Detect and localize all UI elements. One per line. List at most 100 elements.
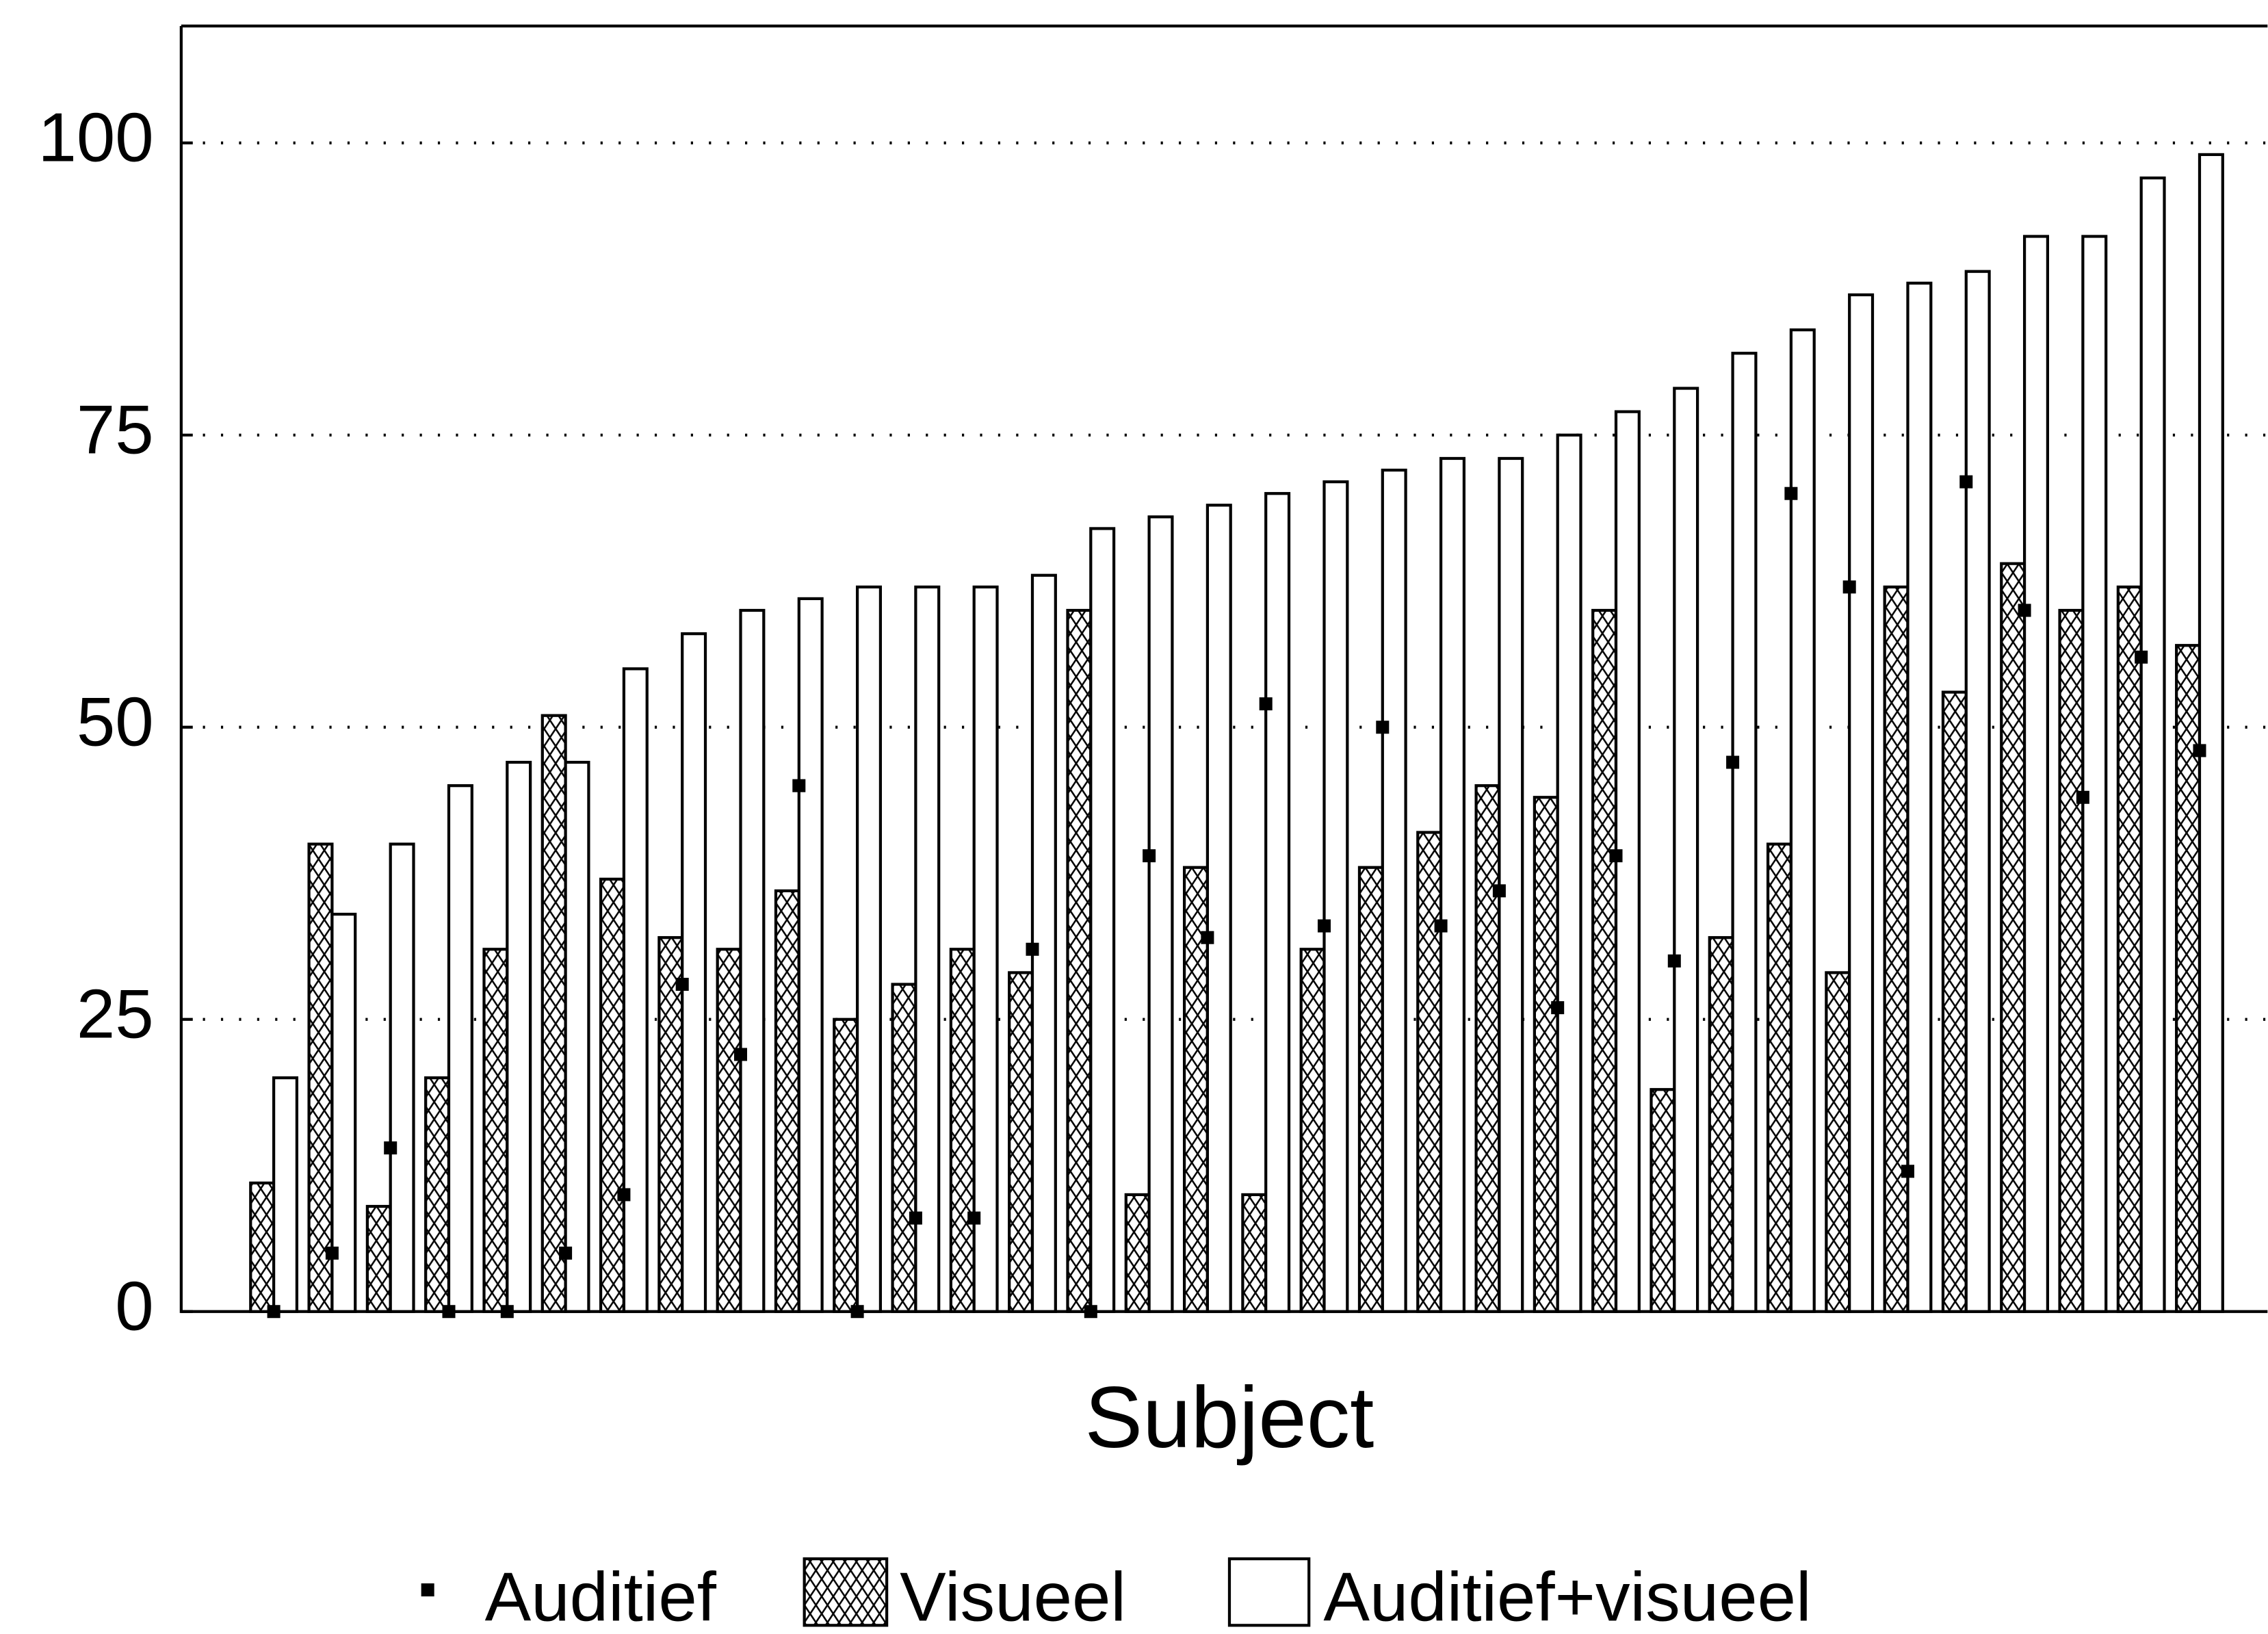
legend-marker [421,1583,434,1597]
bar [1766,842,1793,1313]
bar [1357,866,1384,1313]
y-tick-label: 0 [115,1268,153,1345]
bar [1673,387,1699,1313]
dot [967,1211,981,1225]
bar [482,948,509,1313]
bar [1264,492,1291,1313]
bar [249,1181,276,1313]
bar [2116,585,2143,1313]
bar [1147,515,1174,1313]
y-tick-label: 100 [38,99,153,177]
dot [384,1141,397,1155]
bar [1416,831,1443,1313]
y-tick-label: 75 [77,391,154,469]
x-axis-label: Subject [1085,1369,1374,1466]
dot [1959,475,1973,489]
bar [1883,585,1909,1313]
bar [622,667,649,1313]
bar [774,889,800,1313]
bar [2022,235,2050,1313]
dot [1026,942,1039,956]
bar [681,632,707,1313]
dot [1842,580,1856,594]
bar [739,608,766,1313]
dot [1901,1165,1914,1178]
bar [1591,608,1618,1313]
dot [850,1305,864,1319]
bar [1789,328,1816,1313]
dot [675,978,689,991]
dot [2018,604,2031,617]
bar [1008,971,1034,1313]
bar [2198,153,2224,1313]
bar [1708,936,1734,1313]
dot [1609,849,1623,863]
dot [1317,919,1331,933]
bar [1322,480,1349,1313]
dot [1084,1305,1097,1319]
dot [1376,721,1390,734]
bar [1205,504,1232,1313]
bar [914,585,941,1313]
dot [1667,954,1681,968]
dot [2135,650,2148,664]
bar [307,842,334,1313]
dot [267,1305,281,1319]
bar [797,597,824,1313]
legend: Auditief Visueel Auditief+visueel [421,1557,1812,1634]
bar [506,760,532,1313]
bar [447,784,473,1313]
dot [792,779,806,792]
dot [617,1188,631,1202]
bar [1124,1193,1151,1313]
bar [2081,235,2108,1313]
dot [733,1048,748,1061]
bar [564,760,590,1313]
y-tick-label: 50 [77,684,154,761]
legend-label: Auditief+visueel [1323,1558,1811,1634]
bar [1089,527,1116,1313]
bar [2139,176,2166,1313]
dot [500,1305,514,1319]
dot [1551,1001,1565,1015]
dot [2193,744,2206,757]
bar [330,912,357,1313]
bar [389,842,415,1313]
bar [599,877,626,1313]
bar [1381,468,1407,1313]
bar [716,948,742,1313]
bar [1556,433,1582,1313]
y-tick-label: 25 [77,976,154,1053]
bar [365,1204,392,1313]
bar [272,1076,299,1313]
dot [1259,697,1273,711]
legend-marker [1227,1557,1311,1627]
bar [833,1017,859,1313]
bar [1731,352,1758,1313]
dot [559,1246,573,1260]
bar [540,714,567,1313]
dot [442,1305,456,1319]
legend-marker [803,1557,889,1627]
dot [1434,919,1448,933]
bar [424,1076,451,1313]
dot [909,1211,922,1225]
dot [1492,884,1506,898]
dot [325,1246,339,1260]
bars [249,153,2224,1319]
bar [949,948,976,1313]
legend-label: Auditief [485,1558,717,1634]
dot [2076,790,2089,804]
bar [1650,1088,1676,1313]
bar [972,585,999,1313]
bar [1474,784,1501,1313]
bar [1941,690,1968,1313]
bar [2000,562,2026,1313]
bar [1906,281,1933,1313]
dot [1201,931,1214,944]
bar [1030,573,1057,1313]
bar [1848,293,1875,1313]
bar [1439,456,1466,1313]
